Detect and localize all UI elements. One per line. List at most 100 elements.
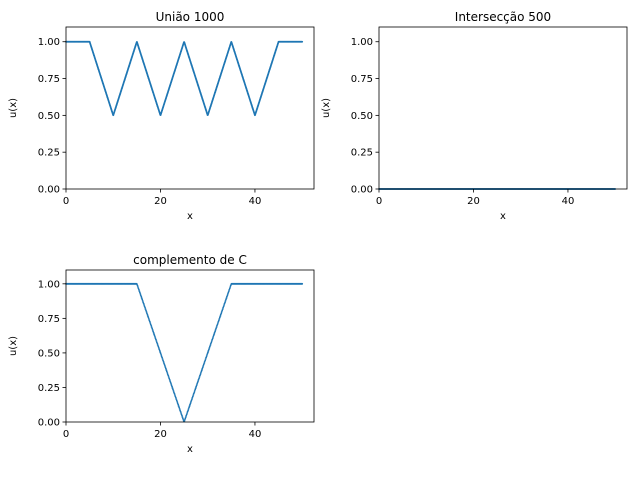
data-point xyxy=(174,396,177,399)
y-tick-label: 0.50 xyxy=(38,111,60,122)
data-point xyxy=(150,326,153,329)
data-point xyxy=(229,284,232,287)
data-point xyxy=(204,358,207,360)
data-point xyxy=(200,369,203,371)
data-point xyxy=(140,297,143,299)
data-point xyxy=(149,323,152,326)
data-point xyxy=(196,381,199,384)
data-point xyxy=(155,340,158,342)
data-point xyxy=(205,356,208,359)
data-point xyxy=(228,287,231,290)
data-point xyxy=(151,329,154,331)
data-point xyxy=(178,407,181,410)
data-point xyxy=(201,367,204,370)
y-tick-label: 1.00 xyxy=(38,37,60,48)
data-point xyxy=(149,322,152,324)
data-point xyxy=(189,403,191,406)
data-point xyxy=(148,319,151,322)
data-point xyxy=(217,319,220,322)
data-point xyxy=(156,344,159,347)
data-point xyxy=(160,353,163,356)
data-point xyxy=(196,383,199,385)
data-point xyxy=(169,381,172,384)
data-point xyxy=(188,405,191,407)
data-point xyxy=(162,360,165,363)
data-point xyxy=(148,320,151,323)
data-point xyxy=(206,352,209,355)
data-points xyxy=(65,282,304,423)
data-point xyxy=(203,362,206,365)
data-point xyxy=(161,358,164,360)
data-point xyxy=(226,294,229,297)
data-point xyxy=(164,367,167,370)
data-point xyxy=(222,305,225,308)
data-point xyxy=(225,298,227,301)
subplot-3: 0 20 40 0.00 0.25 0.50 0.75 1.00 complemento de … xyxy=(8,253,315,455)
data-point xyxy=(182,417,184,420)
data-point xyxy=(195,384,198,387)
data-point xyxy=(152,331,155,334)
data-points xyxy=(65,40,304,117)
data-point xyxy=(173,392,176,395)
data-point xyxy=(190,399,193,402)
data-point xyxy=(147,317,150,320)
data-point xyxy=(138,290,141,293)
data-point xyxy=(154,337,157,340)
data-point xyxy=(219,315,222,317)
data-point xyxy=(227,290,230,293)
data-point xyxy=(154,335,156,338)
data-point xyxy=(172,388,174,391)
y-tick-label: 0.25 xyxy=(351,148,373,159)
data-point xyxy=(159,352,162,355)
data-point xyxy=(173,394,176,396)
data-point xyxy=(155,341,158,344)
data-point xyxy=(199,374,201,377)
data-point xyxy=(229,286,232,288)
data-point xyxy=(216,324,218,327)
y-tick-label: 0.25 xyxy=(38,148,60,159)
data-point xyxy=(145,311,148,313)
y-tick-label: 1.00 xyxy=(351,37,373,48)
data-point xyxy=(138,291,141,294)
data-point xyxy=(194,388,197,391)
data-point xyxy=(186,412,189,414)
data-point xyxy=(194,387,197,389)
subplot-title: complemento de C xyxy=(133,253,247,267)
data-point xyxy=(228,288,231,291)
data-point xyxy=(208,345,211,348)
data-point xyxy=(301,282,304,285)
x-tick-label: 20 xyxy=(154,196,167,207)
data-point xyxy=(152,330,154,333)
y-tick-label: 0.50 xyxy=(38,348,60,359)
data-point xyxy=(193,391,196,394)
data-point xyxy=(164,365,166,367)
data-point xyxy=(188,406,190,409)
data-point xyxy=(179,409,181,412)
data-point xyxy=(157,347,160,349)
subplot-title: União 1000 xyxy=(156,10,225,24)
data-point xyxy=(197,378,200,381)
y-tick-label: 1.00 xyxy=(38,279,60,290)
axes-frame xyxy=(65,269,315,423)
data-point xyxy=(193,389,196,392)
data-point xyxy=(167,376,170,378)
data-point xyxy=(211,338,214,341)
data-point xyxy=(159,351,162,353)
x-tick-label: 0 xyxy=(63,196,69,207)
data-point xyxy=(191,398,193,401)
x-axis-label: x xyxy=(500,211,506,222)
data-point xyxy=(167,374,170,377)
x-axis-label: x xyxy=(187,211,193,222)
data-point xyxy=(301,40,304,43)
data-point xyxy=(171,385,173,388)
data-point xyxy=(220,311,223,313)
data-point xyxy=(179,410,182,413)
y-tick-label: 0.75 xyxy=(38,314,60,325)
data-point xyxy=(204,359,207,362)
data-point xyxy=(136,283,138,286)
data-point xyxy=(209,342,212,345)
data-point xyxy=(226,295,228,298)
data-point xyxy=(146,312,148,315)
y-tick-label: 0.00 xyxy=(38,185,60,196)
y-tick-label: 0.75 xyxy=(38,74,60,85)
